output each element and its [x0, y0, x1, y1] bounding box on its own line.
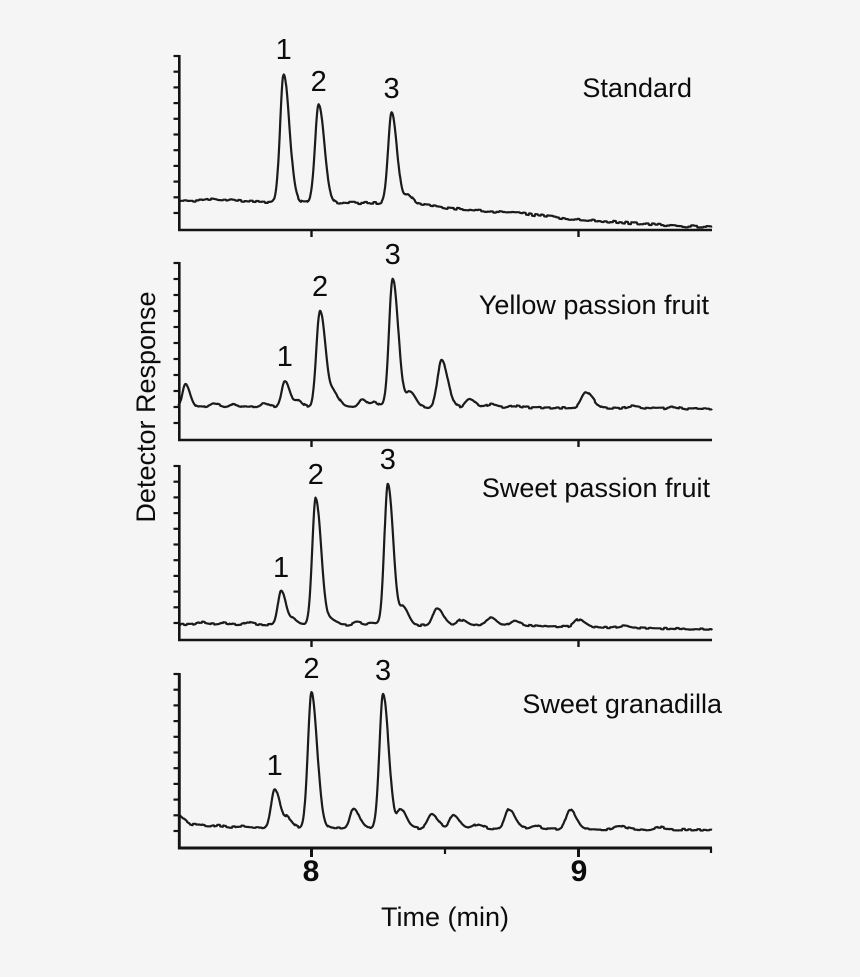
chromatogram-plot-standard — [173, 54, 713, 237]
peak-label-2: 2 — [310, 66, 327, 99]
chromatogram-plot-sweet-granadilla — [173, 672, 713, 857]
panel-sweet-granadilla: Sweet granadilla 1 2 3 — [173, 654, 722, 857]
panel-title-standard: Standard — [582, 73, 692, 103]
peak-label-2: 2 — [311, 271, 329, 304]
axes — [178, 55, 712, 232]
peak-label-3: 3 — [384, 239, 401, 272]
chromatogram-trace — [177, 691, 713, 832]
peak-label-2: 2 — [303, 653, 320, 686]
chromatogram-trace — [177, 482, 713, 631]
panel-yellow-passion-fruit: Yellow passion fruit 1 2 3 — [173, 240, 713, 447]
chromatogram-plot-sweet-passion-fruit — [173, 464, 713, 647]
chromatogram-trace — [177, 73, 713, 229]
peak-label-2: 2 — [307, 458, 324, 491]
plot-area — [173, 672, 713, 857]
axes — [178, 262, 712, 442]
panel-title-sweet-granadilla: Sweet granadilla — [522, 689, 722, 719]
panel-sweet-passion-fruit: Sweet passion fruit 1 2 3 — [173, 445, 713, 647]
peak-label-1: 1 — [272, 551, 290, 584]
chromatogram-trace — [177, 277, 713, 411]
panel-title-sweet-passion-fruit: Sweet passion fruit — [481, 473, 710, 503]
peak-label-1: 1 — [266, 750, 283, 783]
y-axis-label: Detector Response — [131, 291, 161, 523]
plot-area — [173, 464, 713, 647]
peak-label-3: 3 — [379, 444, 396, 477]
x-tick-label-9: 9 — [570, 855, 588, 888]
peak-label-3: 3 — [383, 73, 400, 106]
panel-title-yellow-passion-fruit: Yellow passion fruit — [478, 290, 709, 320]
peak-label-1: 1 — [276, 341, 293, 374]
plot-area — [173, 54, 713, 237]
x-tick-label-8: 8 — [302, 855, 320, 888]
axes — [178, 465, 712, 642]
plot-area — [173, 261, 713, 447]
axes — [177, 673, 712, 850]
peak-label-3: 3 — [374, 655, 392, 688]
x-axis-label: Time (min) — [381, 902, 509, 932]
peak-label-1: 1 — [275, 34, 292, 67]
chromatogram-plot-yellow-passion-fruit — [173, 261, 713, 447]
